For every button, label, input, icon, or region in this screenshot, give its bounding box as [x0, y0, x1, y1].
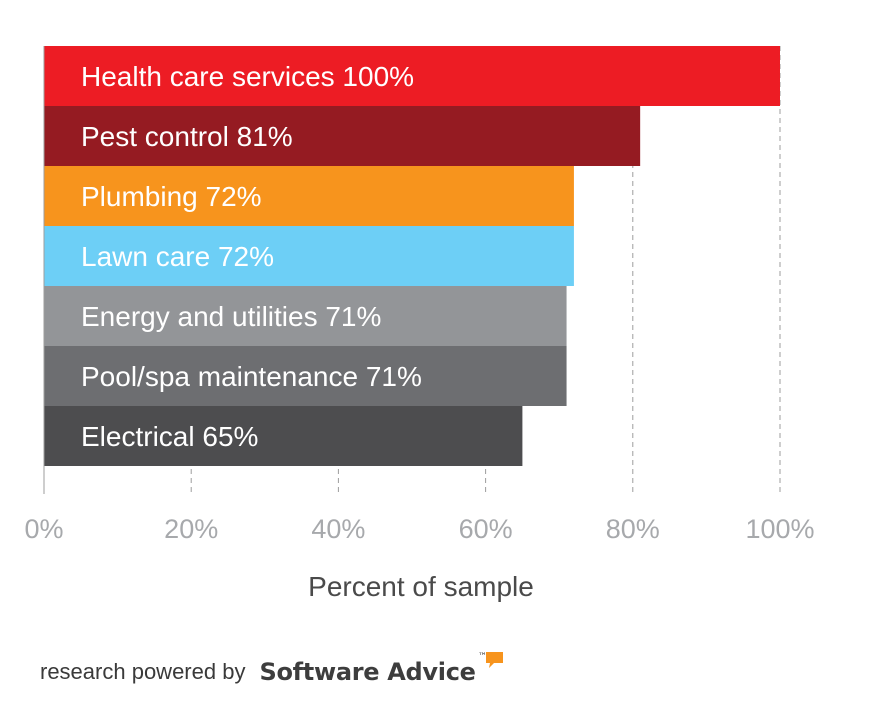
bar-0	[44, 46, 780, 106]
footer-lead-text: research powered by	[40, 659, 246, 684]
bar-label-4: Energy and utilities 71%	[81, 301, 381, 332]
footer: research powered by Software Advice ™	[40, 650, 504, 692]
x-tick-labels: 0% 20% 40% 60% 80% 100%	[24, 514, 814, 544]
bar-label-1: Pest control 81%	[81, 121, 293, 152]
bar-6	[44, 406, 523, 466]
speech-bubble-icon: ™	[478, 650, 504, 677]
x-tick-label-20: 20%	[164, 514, 218, 544]
bar-3	[44, 226, 574, 286]
bar-labels: Health care services 100% Pest control 81…	[81, 61, 422, 452]
x-tick-label-80: 80%	[606, 514, 660, 544]
bars	[44, 46, 780, 466]
bar-5	[44, 346, 567, 406]
x-tick-label-40: 40%	[311, 514, 365, 544]
x-tick-label-0: 0%	[24, 514, 63, 544]
trademark-mark: ™	[478, 652, 487, 662]
bar-label-6: Electrical 65%	[81, 421, 258, 452]
x-axis-label: Percent of sample	[308, 571, 534, 602]
bar-label-2: Plumbing 72%	[81, 181, 262, 212]
brand-name: Software Advice	[259, 658, 476, 686]
x-tick-label-100: 100%	[745, 514, 814, 544]
x-tick-label-60: 60%	[459, 514, 513, 544]
bar-label-5: Pool/spa maintenance 71%	[81, 361, 422, 392]
bar-label-3: Lawn care 72%	[81, 241, 274, 272]
bar-label-0: Health care services 100%	[81, 61, 414, 92]
bar-4	[44, 286, 567, 346]
bar-1	[44, 106, 641, 166]
bar-2	[44, 166, 574, 226]
